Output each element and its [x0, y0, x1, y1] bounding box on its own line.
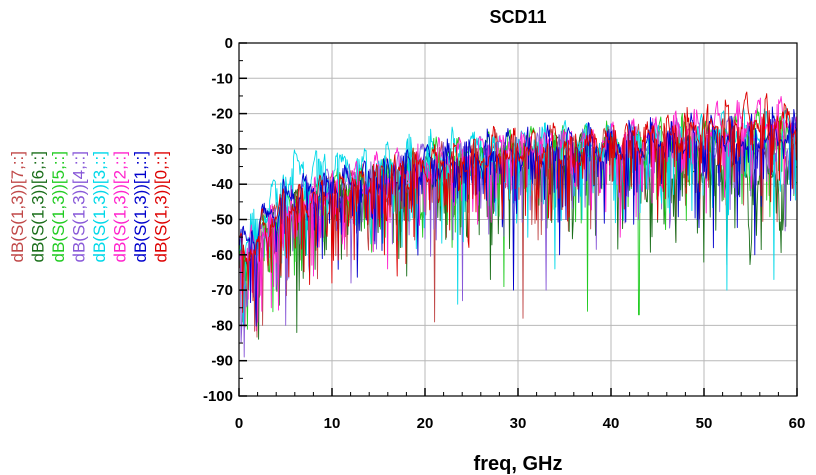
legend-entry: dB(S(1,3))[2,::] [111, 151, 130, 262]
series-layer [239, 91, 798, 358]
y-tick-label: -50 [211, 212, 233, 229]
x-tick-label: 10 [324, 415, 341, 432]
axes [238, 42, 798, 397]
x-tick-label: 0 [235, 415, 243, 432]
x-tick-label: 50 [696, 415, 713, 432]
legend-entry: dB(S(1,3))[1,::] [131, 151, 150, 262]
legend-entry: dB(S(1,3))[0,::] [152, 151, 171, 262]
x-tick-label: 40 [603, 415, 620, 432]
legend-entry: dB(S(1,3))[7,::] [8, 151, 27, 262]
y-tick-label: -70 [211, 282, 233, 299]
y-tick-label: -90 [211, 353, 233, 370]
y-tick-label: -80 [211, 317, 233, 334]
legend-entry: dB(S(1,3))[3,::] [90, 151, 109, 262]
y-tick-label: -60 [211, 247, 233, 264]
y-tick-label: -20 [211, 106, 233, 123]
y-tick-label: -10 [211, 70, 233, 87]
series-line [239, 91, 798, 313]
y-tick-label: -40 [211, 176, 233, 193]
y-tick-label: -30 [211, 141, 233, 158]
x-tick-label: 20 [417, 415, 434, 432]
legend-entry: dB(S(1,3))[4,::] [70, 151, 89, 262]
y-tick-label: 0 [225, 35, 233, 52]
x-tick-label: 60 [789, 415, 806, 432]
legend: dB(S(1,3))[7,::] dB(S(1,3))[6,::] dB(S(1,3… [8, 151, 171, 262]
x-axis-label: freq, GHz [474, 453, 563, 475]
chart-title: SCD11 [489, 7, 546, 27]
x-tick-label: 30 [510, 415, 527, 432]
legend-entry: dB(S(1,3))[5,::] [49, 151, 68, 262]
legend-entry: dB(S(1,3))[6,::] [29, 151, 48, 262]
y-tick-label: -100 [203, 388, 233, 405]
